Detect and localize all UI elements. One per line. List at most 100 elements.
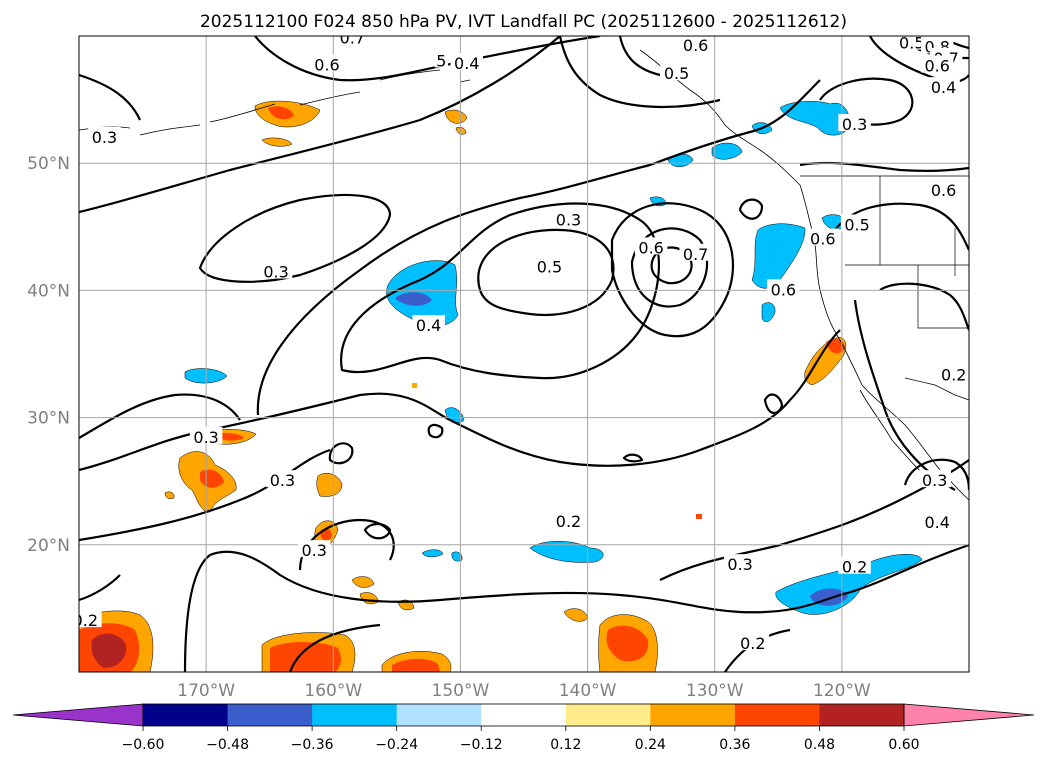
contour-label-background [937, 364, 969, 382]
contour-label-background [895, 36, 929, 50]
pv-contour [427, 423, 444, 439]
contour-label: 0.2 [740, 634, 765, 653]
contour-label-background [88, 126, 121, 144]
colorbar-segment [312, 704, 398, 726]
contour-label-background [533, 256, 566, 274]
colorbar-segment [227, 704, 313, 726]
positive-anomaly-area [270, 642, 342, 672]
pv-contour [763, 393, 784, 415]
state-border [845, 176, 969, 329]
contour-label: 0.5 [537, 258, 562, 277]
colorbar-outline [142, 703, 905, 727]
positive-anomaly-core [606, 625, 649, 662]
positive-anomaly-area [316, 473, 343, 497]
contour-label: 0.6 [683, 36, 708, 55]
positive-anomaly-area [261, 137, 293, 147]
map-panel: 0.30.60.450.70.50.60.50.80.70.60.40.30.6… [78, 35, 970, 673]
contour-label: 0.3 [193, 428, 218, 447]
contour-label-background [552, 510, 585, 528]
negative-anomaly-area [451, 551, 463, 562]
contour-label-background [266, 470, 299, 488]
colorbar-tick-label: 0.60 [888, 737, 919, 753]
pv-contour [79, 448, 331, 542]
contour-label-background [736, 633, 770, 651]
contour-labels: 0.30.60.450.70.50.60.50.80.70.60.40.30.6… [79, 36, 969, 653]
contour-label-background [838, 114, 871, 132]
contour-label: 0.3 [727, 555, 752, 574]
pv-contour [328, 442, 354, 465]
pv-contour [363, 522, 392, 540]
contour-label: 0.6 [314, 55, 339, 74]
contour-label-background [297, 540, 331, 558]
contour-label: 0.3 [842, 115, 867, 134]
contour-label: 0.4 [416, 316, 441, 335]
colorbar-segment [734, 704, 820, 726]
borders [800, 175, 969, 401]
contour-label-background [310, 54, 344, 72]
negative-anomaly-area [761, 302, 776, 323]
colorbar-tick-label: −0.36 [291, 737, 334, 753]
contour-label-background [434, 50, 449, 68]
colorbar: −0.60 −0.48 −0.36 −0.24 −0.12 0.12 0.24 0.36 0.4… [12, 703, 1035, 753]
latitude-label: 50°N [27, 154, 70, 174]
colorbar-extend-low [12, 703, 144, 727]
pv-contour [79, 73, 142, 121]
longitude-label: 130°W [686, 681, 744, 701]
contour-label-background [767, 279, 800, 297]
gridlines [79, 36, 969, 672]
contour-label-background [927, 180, 960, 198]
colorbar-tick-label: 0.36 [719, 737, 750, 753]
longitude-label: 160°W [304, 681, 362, 701]
contour-label: 0.4 [931, 78, 956, 97]
pv-contour [183, 543, 969, 672]
latitude-labels: 50°N 40°N 30°N 20°N [27, 154, 70, 556]
negative-anomaly-area [529, 541, 604, 563]
contour-label-background [920, 55, 954, 73]
contour-label: 0.3 [556, 210, 581, 229]
positive-anomaly-area [444, 109, 468, 124]
coastline [859, 389, 931, 481]
pv-contour [79, 36, 561, 214]
contour-label: 0.3 [263, 263, 288, 282]
colorbar-tick-label: −0.24 [375, 737, 418, 753]
contour-label: 0.3 [270, 471, 295, 490]
longitude-label: 140°W [559, 681, 617, 701]
contour-label: 0.6 [638, 238, 663, 257]
colorbar-segment [481, 704, 567, 726]
shaded-field [79, 100, 923, 672]
longitude-label: 120°W [813, 681, 871, 701]
pv-contour [618, 36, 661, 77]
pv-contour [288, 623, 381, 672]
contour-label: 0.6 [931, 181, 956, 200]
contour-label-background [679, 36, 712, 53]
pv-contour [558, 36, 721, 109]
colorbar-tick-label: −0.48 [206, 737, 249, 753]
pv-contour [610, 202, 735, 338]
contour-label: 0.4 [454, 54, 479, 73]
contour-label-background [634, 237, 668, 255]
pv-contour [630, 227, 709, 308]
contour-label: 0.2 [941, 366, 966, 385]
positive-anomaly-area [392, 658, 440, 672]
pv-contour [256, 79, 821, 416]
contour-label-background [927, 77, 960, 95]
pv-contour [650, 246, 693, 285]
colorbar-segment [396, 704, 482, 726]
contour-label-background [79, 610, 102, 628]
map-frame [78, 35, 970, 673]
contour-label: 0.6 [810, 230, 835, 249]
pv-contour [738, 198, 764, 220]
contour-label-background [918, 470, 951, 488]
positive-anomaly-area [696, 514, 702, 519]
contour-label: 0.6 [924, 57, 949, 76]
contour-label: 0.5 [844, 216, 869, 235]
coastline [639, 49, 969, 501]
contour-label: 0.6 [771, 280, 796, 299]
positive-anomaly-core [91, 633, 127, 668]
contour-label-background [840, 214, 874, 232]
contour-label: 5 [436, 51, 446, 70]
contour-label-background [838, 556, 871, 574]
contour-label: 0.3 [301, 541, 326, 560]
coastline [299, 69, 471, 106]
contour-label-background [336, 36, 369, 45]
